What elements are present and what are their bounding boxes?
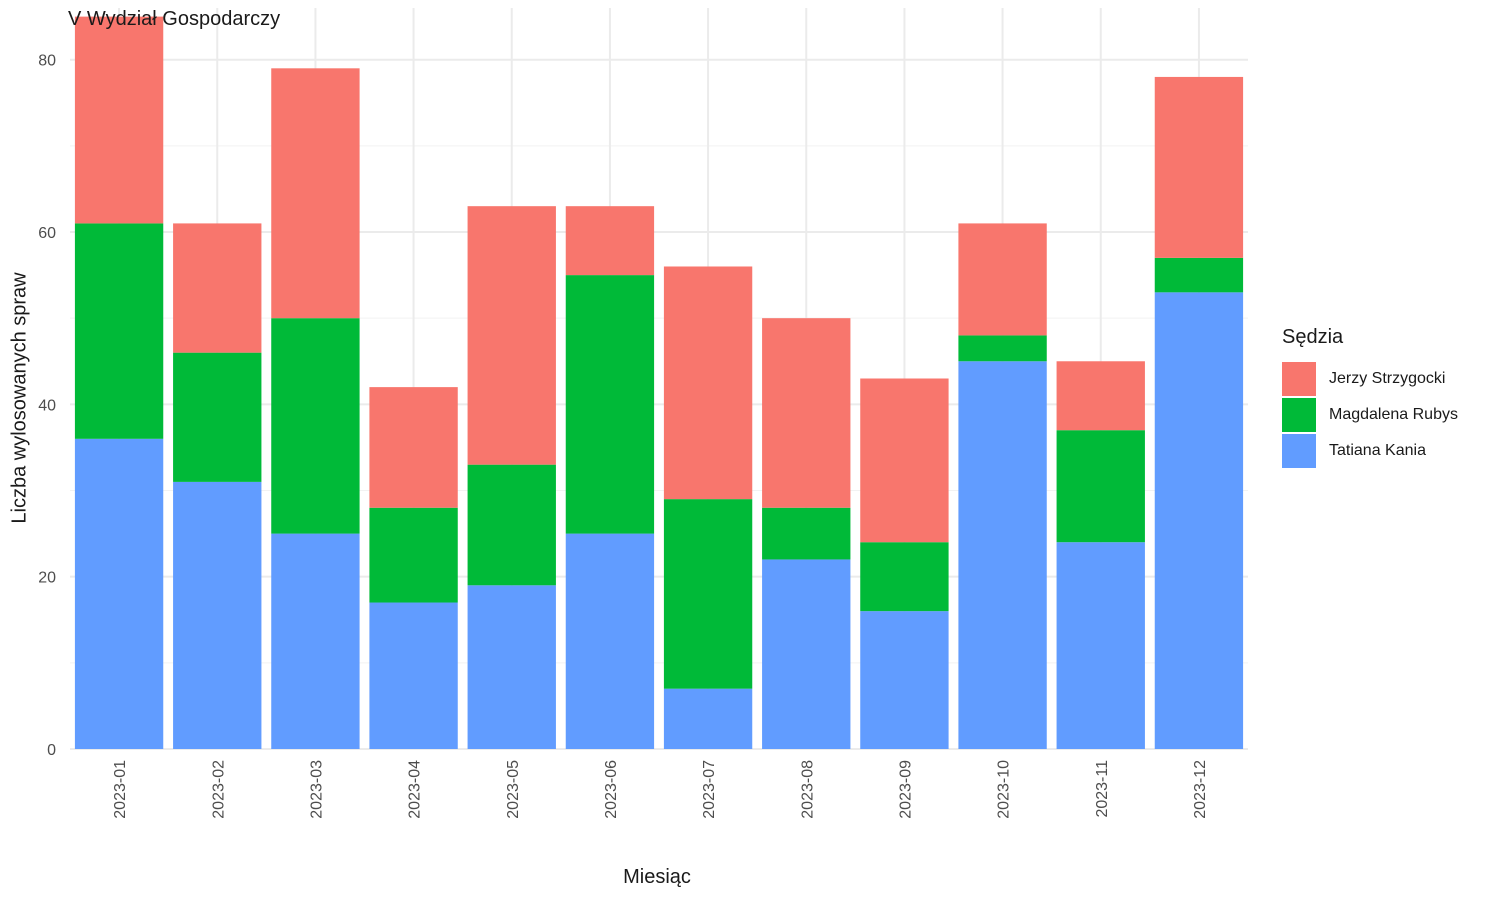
x-tick-label: 2023-08: [799, 760, 816, 819]
legend: Sędzia Jerzy Strzygocki Magdalena Rubys …: [1282, 326, 1458, 469]
bar-segment: [1056, 361, 1145, 431]
x-axis-label: Miesiąc: [623, 866, 691, 888]
x-tick-label: 2023-03: [308, 760, 325, 819]
y-tick-label: 20: [38, 570, 56, 587]
legend-item-jerzy-strzygocki: Jerzy Strzygocki: [1282, 361, 1458, 397]
y-axis-label: Liczba wylosowanych spraw: [8, 272, 31, 524]
x-tick-label: 2023-04: [407, 760, 424, 819]
bar-segment: [74, 223, 164, 439]
x-tick-label: 2023-10: [996, 760, 1013, 819]
bar-segment: [565, 275, 655, 534]
bar-segment: [369, 507, 458, 603]
bar-segment: [762, 559, 851, 749]
bar-segment: [958, 335, 1047, 362]
y-tick-label: 40: [38, 397, 56, 414]
bar-segment: [1154, 76, 1244, 258]
bar-segment: [1056, 542, 1145, 749]
y-tick-label: 80: [38, 53, 56, 70]
legend-swatch: [1282, 434, 1316, 468]
bar-segment: [663, 499, 753, 689]
bar-segment: [1056, 430, 1145, 543]
legend-swatch: [1282, 398, 1316, 432]
legend-swatch: [1282, 362, 1316, 396]
bar-segment: [860, 611, 949, 749]
y-tick-label: 0: [47, 742, 56, 759]
bar-segment: [762, 318, 851, 508]
bar-segment: [271, 533, 360, 749]
bar-segment: [860, 378, 949, 543]
x-tick-label: 2023-02: [210, 760, 227, 819]
bar-segment: [467, 464, 556, 586]
x-tick-label: 2023-05: [505, 760, 522, 819]
bar-segment: [663, 688, 753, 749]
legend-item-magdalena-rubys: Magdalena Rubys: [1282, 397, 1458, 433]
y-axis-ticks: 0 20 40 60 80: [38, 53, 56, 759]
bar-segment: [173, 352, 262, 482]
legend-label: Magdalena Rubys: [1329, 406, 1458, 423]
bar-segment: [860, 542, 949, 612]
bar-segment: [958, 223, 1047, 336]
x-tick-label: 2023-06: [603, 760, 620, 819]
chart-title: V Wydział Gospodarczy: [68, 8, 281, 30]
x-tick-label: 2023-12: [1192, 760, 1209, 819]
bar-segment: [74, 438, 164, 749]
y-tick-label: 60: [38, 225, 56, 242]
bar-segment: [565, 206, 655, 276]
bar-segment: [1154, 257, 1244, 293]
bar-segment: [369, 387, 458, 508]
bars: [74, 16, 1244, 749]
bar-segment: [565, 533, 655, 749]
bar-segment: [958, 361, 1047, 749]
bar-segment: [173, 223, 262, 353]
bar-segment: [762, 507, 851, 560]
x-axis-ticks: 2023-01 2023-02 2023-03 2023-04 2023-05 2023-…: [112, 760, 1209, 819]
legend-item-tatiana-kania: Tatiana Kania: [1282, 433, 1458, 469]
legend-label: Tatiana Kania: [1329, 442, 1426, 459]
legend-label: Jerzy Strzygocki: [1329, 370, 1446, 387]
bar-segment: [663, 266, 753, 500]
bar-segment: [369, 602, 458, 749]
bar-segment: [271, 318, 360, 534]
x-tick-label: 2023-07: [701, 760, 718, 819]
x-tick-label: 2023-01: [112, 760, 129, 819]
x-tick-label: 2023-11: [1094, 760, 1111, 818]
legend-title: Sędzia: [1282, 326, 1344, 348]
x-tick-label: 2023-09: [897, 760, 914, 819]
bar-segment: [173, 481, 262, 749]
bar-segment: [1154, 292, 1244, 749]
bar-segment: [467, 206, 556, 465]
bar-segment: [271, 68, 360, 319]
bar-segment: [467, 585, 556, 749]
bar-segment: [74, 16, 164, 224]
